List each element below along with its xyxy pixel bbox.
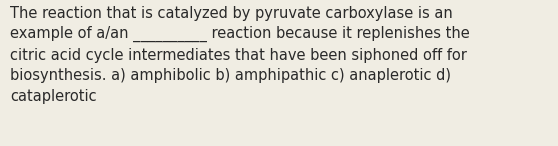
Text: The reaction that is catalyzed by pyruvate carboxylase is an
example of a/an ___: The reaction that is catalyzed by pyruva… [10, 6, 470, 104]
